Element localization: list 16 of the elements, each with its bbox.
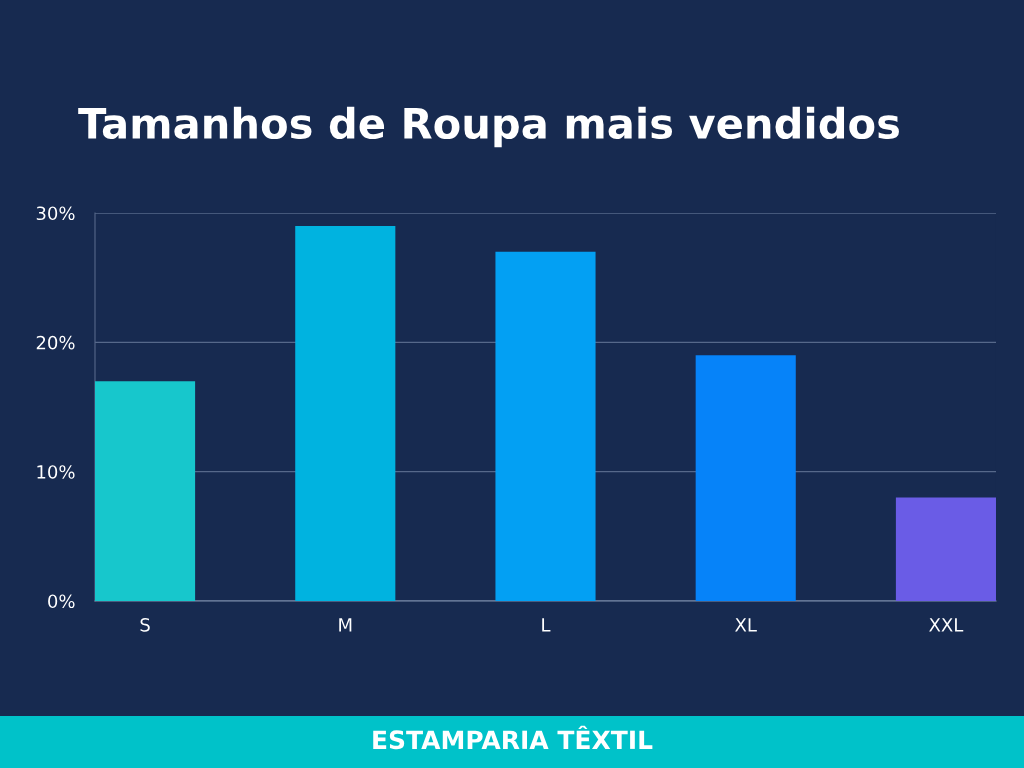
bar	[95, 381, 196, 601]
x-tick-label: XL	[735, 618, 757, 632]
x-tick-label: L	[542, 618, 551, 632]
bar	[495, 251, 596, 601]
bar	[295, 225, 396, 601]
y-tick-label: 10%	[37, 465, 75, 479]
bar	[895, 497, 996, 601]
y-tick-label: 30%	[36, 206, 75, 221]
x-tick-label: XXL	[929, 618, 964, 632]
y-tick-label: 20%	[36, 335, 75, 350]
x-tick-label: S	[140, 617, 150, 632]
text: ESTAMPARIA TÊXTIL	[373, 725, 653, 750]
bar	[695, 355, 796, 601]
y-tick-label: 0%	[48, 594, 75, 609]
chart-title: Tamanhos de Roupa mais vendidos	[78, 106, 899, 148]
x-tick-label: M	[339, 618, 352, 632]
